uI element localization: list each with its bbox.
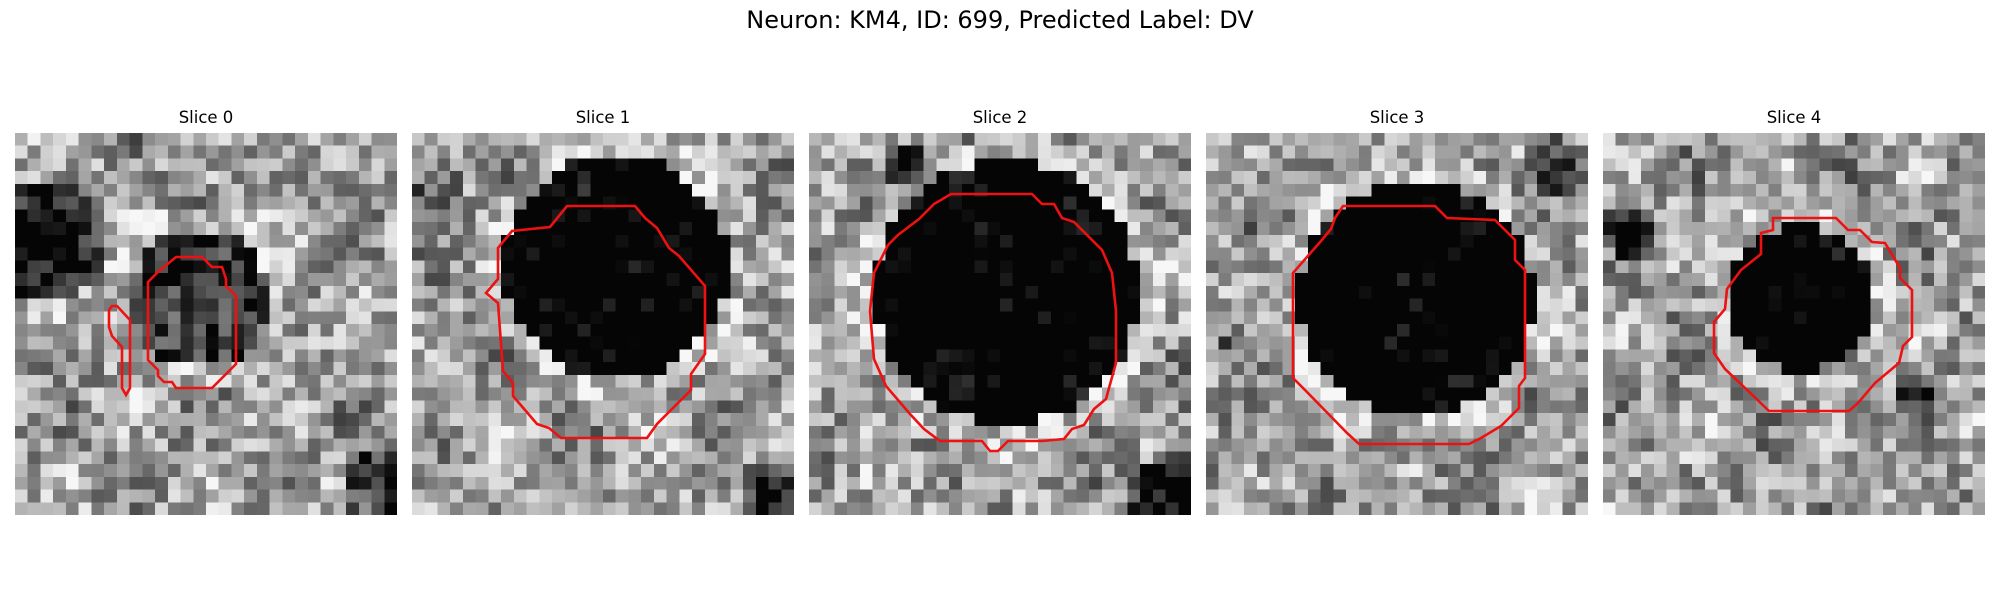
slice-title-0: Slice 0: [178, 108, 234, 127]
slice-image-canvas-1: [412, 133, 794, 515]
slice-title-4: Slice 4: [1766, 108, 1822, 127]
cell-contour-1: [484, 204, 707, 440]
slice-title-3: Slice 3: [1369, 108, 1425, 127]
cell-contour-3: [1291, 204, 1527, 446]
cell-contour-0: [146, 255, 238, 390]
slice-title-1: Slice 1: [575, 108, 631, 127]
cell-contour-4: [1712, 216, 1914, 413]
slice-image-1: [412, 133, 794, 515]
segmentation-overlay-2: [868, 192, 1118, 453]
slice-image-canvas-2: [809, 133, 1191, 515]
slice-image-2: [809, 133, 1191, 515]
slice-image-0: [15, 133, 397, 515]
segmentation-overlay-0: [107, 255, 238, 398]
cell-contour-2: [868, 192, 1118, 453]
slice-title-2: Slice 2: [972, 108, 1028, 127]
slice-image-4: [1603, 133, 1985, 515]
slice-image-canvas-0: [15, 133, 397, 515]
slice-image-3: [1206, 133, 1588, 515]
figure-title: Neuron: KM4, ID: 699, Predicted Label: D…: [746, 6, 1254, 34]
segmentation-overlay-3: [1291, 204, 1527, 446]
slice-image-canvas-4: [1603, 133, 1985, 515]
segmentation-overlay-1: [484, 204, 707, 440]
fragment-contour-0: [107, 304, 132, 398]
segmentation-overlay-4: [1712, 216, 1914, 413]
